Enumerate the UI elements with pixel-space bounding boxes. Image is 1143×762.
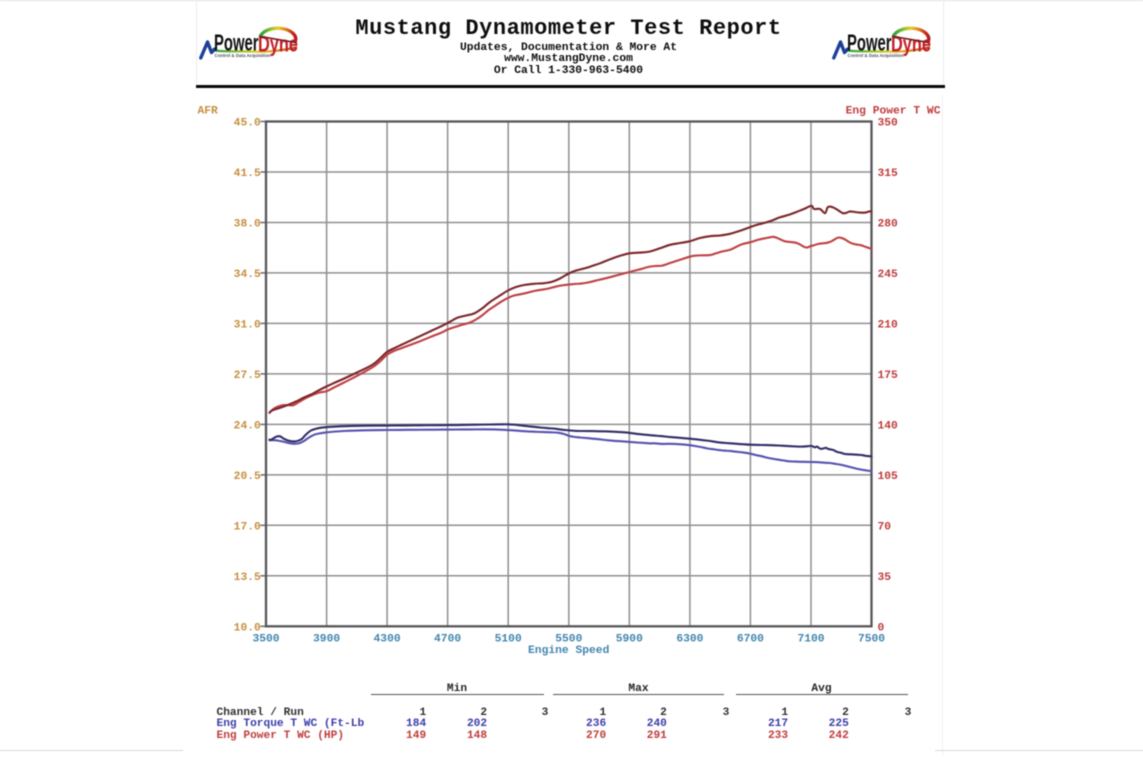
svg-text:10.0: 10.0 (234, 622, 261, 634)
svg-text:315: 315 (878, 168, 899, 180)
svg-text:4300: 4300 (374, 634, 401, 646)
svg-text:3900: 3900 (313, 634, 340, 646)
svg-text:7100: 7100 (797, 634, 824, 646)
svg-text:41.5: 41.5 (234, 168, 261, 180)
svg-text:4700: 4700 (434, 634, 461, 646)
svg-text:35: 35 (878, 572, 892, 584)
svg-text:3500: 3500 (252, 634, 279, 646)
svg-text:6300: 6300 (676, 634, 703, 646)
svg-text:5100: 5100 (495, 634, 522, 646)
svg-text:AFR: AFR (198, 105, 219, 117)
svg-text:140: 140 (878, 421, 899, 433)
svg-text:Power: Power (847, 30, 892, 56)
svg-text:24.0: 24.0 (234, 421, 261, 433)
svg-text:5900: 5900 (616, 634, 643, 646)
svg-text:350: 350 (878, 118, 899, 130)
svg-text:245: 245 (878, 269, 899, 281)
svg-text:70: 70 (878, 521, 892, 533)
svg-text:38.0: 38.0 (234, 219, 261, 231)
svg-text:210: 210 (878, 320, 899, 332)
svg-text:13.5: 13.5 (234, 572, 261, 584)
svg-text:27.5: 27.5 (234, 370, 261, 382)
svg-text:6700: 6700 (737, 634, 764, 646)
svg-text:Control & Data Acquisition: Control & Data Acquisition (848, 53, 904, 58)
svg-text:45.0: 45.0 (234, 118, 261, 130)
svg-text:31.0: 31.0 (234, 320, 261, 332)
svg-text:5500: 5500 (555, 634, 582, 646)
svg-text:Dyne: Dyne (891, 32, 931, 57)
svg-text:34.5: 34.5 (234, 269, 261, 281)
svg-text:175: 175 (878, 370, 899, 382)
svg-text:0: 0 (878, 622, 885, 634)
svg-text:Power: Power (214, 30, 259, 56)
svg-text:17.0: 17.0 (234, 521, 261, 533)
svg-text:280: 280 (878, 219, 899, 231)
svg-text:Control & Data Acquisition: Control & Data Acquisition (215, 53, 271, 58)
svg-text:Engine Speed: Engine Speed (528, 645, 609, 657)
svg-text:Dyne: Dyne (258, 32, 298, 57)
svg-text:7500: 7500 (858, 634, 885, 646)
svg-text:20.5: 20.5 (234, 471, 261, 483)
svg-text:105: 105 (878, 471, 899, 483)
svg-text:Eng Power T WC: Eng Power T WC (846, 105, 941, 117)
